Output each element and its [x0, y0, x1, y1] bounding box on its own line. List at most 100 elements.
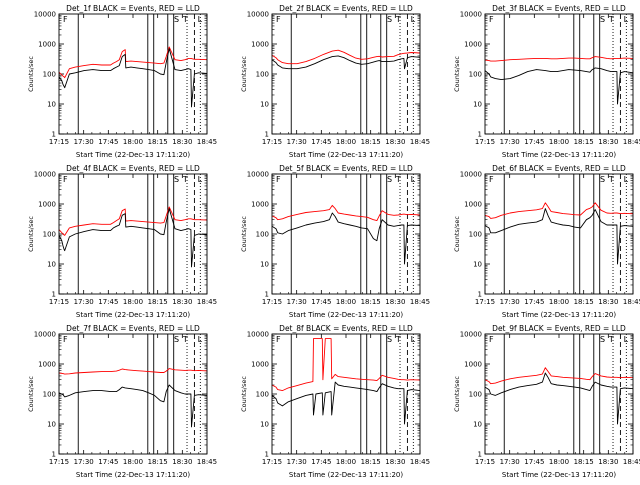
series-events-line — [58, 208, 208, 268]
y-tick-label: 10 — [473, 261, 482, 269]
region-marker-s: S — [174, 175, 179, 184]
y-tick-label: 10 — [47, 261, 56, 269]
series-events-line — [271, 381, 421, 425]
series-lld-line — [271, 338, 421, 392]
series-lld-line — [484, 56, 634, 62]
panel-title: Det_8f BLACK = Events, RED = LLD — [279, 324, 413, 333]
x-tick-label: 17:45 — [98, 458, 118, 466]
plot-frame — [271, 173, 421, 295]
region-marker-l: L — [624, 15, 629, 24]
x-tick-label: 18:45 — [197, 298, 217, 306]
y-tick-label: 1000 — [464, 201, 482, 209]
x-tick-label: 18:00 — [549, 458, 569, 466]
x-tick-label: 18:00 — [123, 458, 143, 466]
y-tick-label: 10 — [47, 101, 56, 109]
region-marker-s: S — [387, 335, 392, 344]
panel-9: Det_9f BLACK = Events, RED = LLD Counts/s… — [453, 324, 640, 479]
x-tick-label: 18:30 — [172, 298, 192, 306]
x-tick-label: 18:45 — [197, 458, 217, 466]
series-lld-line — [484, 367, 634, 385]
x-tick-label: 18:30 — [598, 138, 618, 146]
y-tick-label: 10000 — [460, 11, 482, 19]
x-tick-label: 18:15 — [574, 138, 594, 146]
x-tick-label: 18:30 — [598, 298, 618, 306]
panel-2: Det_2f BLACK = Events, RED = LLD Counts/s… — [240, 4, 430, 159]
x-tick-label: 18:45 — [410, 138, 430, 146]
region-marker-l: L — [411, 15, 416, 24]
x-tick-label: 17:15 — [262, 458, 282, 466]
x-tick-label: 18:30 — [598, 458, 618, 466]
y-tick-label: 1000 — [251, 201, 269, 209]
panel-7: Det_7f BLACK = Events, RED = LLD Counts/s… — [27, 324, 217, 479]
panel-title: Det_6f BLACK = Events, RED = LLD — [492, 164, 626, 173]
panel-8: Det_8f BLACK = Events, RED = LLD Counts/s… — [240, 324, 430, 479]
x-tick-label: 18:30 — [172, 458, 192, 466]
x-tick-label: 18:45 — [197, 138, 217, 146]
y-tick-label: 10000 — [247, 11, 269, 19]
x-tick-label: 17:30 — [500, 458, 520, 466]
x-tick-label: 17:15 — [475, 298, 495, 306]
y-axis-label: Counts/sec — [27, 376, 35, 412]
y-tick-label: 1 — [265, 131, 269, 139]
x-axis-label: Start Time (22-Dec-13 17:11:20) — [289, 471, 403, 479]
x-tick-label: 17:30 — [74, 458, 94, 466]
plot-frame — [271, 13, 421, 135]
y-tick-label: 1 — [478, 131, 482, 139]
y-axis-label: Counts/sec — [453, 376, 461, 412]
y-tick-label: 1000 — [38, 41, 56, 49]
x-tick-label: 18:30 — [385, 458, 405, 466]
plot-frame — [484, 173, 634, 295]
region-marker-f: F — [63, 175, 68, 184]
region-marker-s: S — [174, 15, 179, 24]
series-lld-line — [484, 202, 634, 219]
x-tick-label: 18:15 — [361, 138, 381, 146]
y-tick-label: 10000 — [460, 331, 482, 339]
x-tick-label: 17:15 — [49, 298, 69, 306]
y-tick-label: 10 — [260, 421, 269, 429]
y-tick-label: 1 — [52, 291, 56, 299]
x-tick-label: 18:00 — [336, 138, 356, 146]
region-marker-t: T — [608, 175, 614, 184]
panel-title: Det_1f BLACK = Events, RED = LLD — [66, 4, 200, 13]
x-tick-label: 18:45 — [623, 458, 640, 466]
series-events-line — [484, 208, 634, 265]
y-tick-label: 1 — [478, 451, 482, 459]
y-tick-label: 10 — [260, 101, 269, 109]
series-events-line — [484, 372, 634, 425]
y-axis-label: Counts/sec — [240, 376, 248, 412]
x-tick-label: 18:00 — [336, 298, 356, 306]
region-marker-f: F — [489, 15, 494, 24]
region-marker-s: S — [174, 335, 179, 344]
panel-4: Det_4f BLACK = Events, RED = LLD Counts/s… — [27, 164, 217, 319]
x-tick-label: 18:15 — [361, 298, 381, 306]
region-marker-l: L — [198, 175, 203, 184]
region-marker-s: S — [387, 175, 392, 184]
y-tick-label: 1000 — [38, 361, 56, 369]
series-lld-line — [58, 368, 208, 375]
region-marker-s: S — [600, 175, 605, 184]
x-axis-label: Start Time (22-Dec-13 17:11:20) — [76, 151, 190, 159]
x-tick-label: 18:15 — [148, 458, 168, 466]
x-axis-label: Start Time (22-Dec-13 17:11:20) — [502, 151, 616, 159]
x-tick-label: 18:30 — [172, 138, 192, 146]
y-tick-label: 10000 — [460, 171, 482, 179]
x-tick-label: 18:00 — [549, 298, 569, 306]
x-tick-label: 17:30 — [500, 298, 520, 306]
y-tick-label: 10000 — [34, 331, 56, 339]
plot-frame — [271, 333, 421, 455]
region-marker-l: L — [411, 335, 416, 344]
y-tick-label: 1000 — [251, 361, 269, 369]
x-tick-label: 18:15 — [574, 298, 594, 306]
x-tick-label: 17:15 — [262, 298, 282, 306]
x-axis-label: Start Time (22-Dec-13 17:11:20) — [289, 151, 403, 159]
panel-title: Det_5f BLACK = Events, RED = LLD — [279, 164, 413, 173]
y-tick-label: 100 — [469, 71, 482, 79]
y-tick-label: 10 — [473, 421, 482, 429]
plot-frame — [484, 13, 634, 135]
series-events-line — [271, 55, 421, 70]
y-tick-label: 1 — [52, 131, 56, 139]
region-marker-s: S — [600, 335, 605, 344]
x-tick-label: 17:15 — [475, 138, 495, 146]
y-tick-label: 100 — [43, 391, 56, 399]
x-tick-label: 17:30 — [287, 458, 307, 466]
